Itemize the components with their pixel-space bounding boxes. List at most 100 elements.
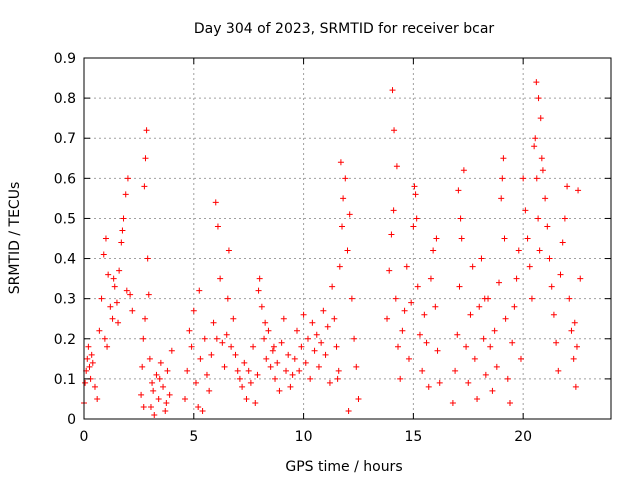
data-point xyxy=(480,335,487,342)
data-point xyxy=(102,235,109,242)
data-point xyxy=(192,379,199,386)
data-point xyxy=(520,175,527,182)
data-point xyxy=(86,363,93,370)
data-point xyxy=(219,339,226,346)
data-point xyxy=(195,403,202,410)
data-point xyxy=(546,255,553,262)
data-point xyxy=(272,375,279,382)
data-point xyxy=(413,215,420,222)
data-point xyxy=(258,303,265,310)
data-point xyxy=(285,351,292,358)
data-point xyxy=(553,339,560,346)
data-point xyxy=(513,275,520,282)
data-point xyxy=(329,283,336,290)
data-point xyxy=(481,295,488,302)
data-point xyxy=(511,303,518,310)
data-point xyxy=(353,363,360,370)
data-point xyxy=(265,327,272,334)
data-point xyxy=(458,235,465,242)
data-point xyxy=(427,275,434,282)
data-point xyxy=(247,379,254,386)
data-point xyxy=(331,315,338,322)
data-point xyxy=(412,191,419,198)
data-point xyxy=(566,295,573,302)
data-point xyxy=(345,407,352,414)
y-tick-label: 0.2 xyxy=(54,332,76,348)
data-point xyxy=(141,183,148,190)
y-tick-label: 0.9 xyxy=(54,51,76,67)
data-point xyxy=(405,355,412,362)
data-point xyxy=(184,367,191,374)
data-point xyxy=(454,331,461,338)
data-point xyxy=(188,343,195,350)
data-point xyxy=(411,183,418,190)
data-point xyxy=(432,303,439,310)
data-point xyxy=(206,387,213,394)
data-point xyxy=(287,383,294,390)
data-point xyxy=(506,399,513,406)
data-point xyxy=(163,399,170,406)
data-point xyxy=(199,407,206,414)
data-point xyxy=(395,343,402,350)
data-point xyxy=(542,195,549,202)
data-point xyxy=(274,359,281,366)
data-point xyxy=(351,335,358,342)
data-point xyxy=(298,343,305,350)
data-point xyxy=(561,215,568,222)
data-point xyxy=(467,311,474,318)
data-point xyxy=(575,187,582,194)
data-point xyxy=(449,399,456,406)
data-point xyxy=(337,159,344,166)
data-point xyxy=(156,375,163,382)
data-point xyxy=(496,279,503,286)
data-point xyxy=(555,367,562,374)
data-point xyxy=(280,315,287,322)
data-point xyxy=(269,347,276,354)
data-point xyxy=(535,95,542,102)
data-point xyxy=(150,387,157,394)
data-point xyxy=(107,303,114,310)
data-point xyxy=(147,403,154,410)
data-point xyxy=(118,239,125,246)
data-point xyxy=(342,175,349,182)
data-point xyxy=(572,383,579,390)
data-points xyxy=(81,79,584,418)
data-point xyxy=(224,295,231,302)
data-point xyxy=(276,387,283,394)
data-point xyxy=(389,87,396,94)
data-point xyxy=(140,335,147,342)
data-point xyxy=(228,343,235,350)
data-point xyxy=(526,263,533,270)
data-point xyxy=(96,327,103,334)
data-point xyxy=(304,335,311,342)
data-point xyxy=(82,379,89,386)
data-point xyxy=(140,403,147,410)
data-point xyxy=(502,315,509,322)
data-point xyxy=(127,291,134,298)
data-point xyxy=(393,163,400,170)
data-point xyxy=(283,367,290,374)
data-point xyxy=(528,295,535,302)
data-point xyxy=(261,335,268,342)
data-point xyxy=(419,367,426,374)
plot-frame xyxy=(83,57,612,420)
data-point xyxy=(423,339,430,346)
data-point xyxy=(296,367,303,374)
data-point xyxy=(465,379,472,386)
data-point xyxy=(91,383,98,390)
data-point xyxy=(538,155,545,162)
x-tick-label: 0 xyxy=(80,429,89,445)
data-point xyxy=(168,347,175,354)
data-point xyxy=(433,235,440,242)
data-point xyxy=(144,255,151,262)
data-point xyxy=(145,291,152,298)
data-point xyxy=(434,347,441,354)
data-point xyxy=(149,379,156,386)
data-point xyxy=(236,375,243,382)
data-point xyxy=(559,239,566,246)
x-axis-label: GPS time / hours xyxy=(285,459,402,475)
data-point xyxy=(263,355,270,362)
data-point xyxy=(397,375,404,382)
